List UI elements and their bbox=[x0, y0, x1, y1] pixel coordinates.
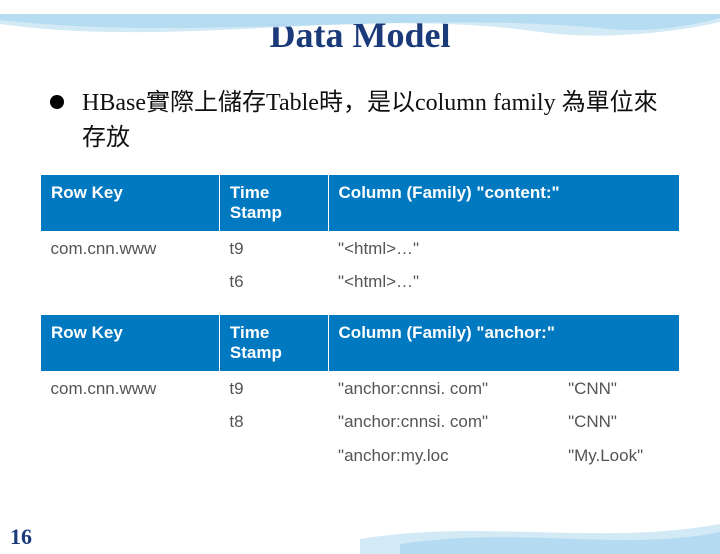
cell bbox=[219, 439, 328, 472]
cell: "CNN" bbox=[558, 372, 679, 406]
header-cell: Row Key bbox=[41, 174, 220, 231]
cell: t8 bbox=[219, 405, 328, 438]
header-cell: Column (Family) "content:" bbox=[328, 174, 679, 231]
table-row: t8 "anchor:cnnsi. com" "CNN" bbox=[41, 405, 680, 438]
cell: "<html>…" bbox=[328, 231, 679, 265]
cell: "anchor:cnnsi. com" bbox=[328, 372, 558, 406]
cell bbox=[41, 265, 220, 298]
cell bbox=[41, 405, 220, 438]
cell: "anchor:my.loc bbox=[328, 439, 558, 472]
header-cell: Time Stamp bbox=[219, 315, 328, 372]
header-cell: Time Stamp bbox=[219, 174, 328, 231]
cell bbox=[41, 439, 220, 472]
decorative-wave-bottom bbox=[0, 504, 720, 554]
table-header-row: Row Key Time Stamp Column (Family) "cont… bbox=[41, 174, 680, 231]
cell: t9 bbox=[219, 231, 328, 265]
cell: t6 bbox=[219, 265, 328, 298]
cell: com.cnn.www bbox=[41, 231, 220, 265]
cell: com.cnn.www bbox=[41, 372, 220, 406]
bullet-text: HBase實際上儲存Table時，是以column family 為單位來存放 bbox=[82, 86, 670, 156]
cell: "anchor:cnnsi. com" bbox=[328, 405, 558, 438]
table-row: com.cnn.www t9 "anchor:cnnsi. com" "CNN" bbox=[41, 372, 680, 406]
header-cell: Column (Family) "anchor:" bbox=[328, 315, 679, 372]
cell: "<html>…" bbox=[328, 265, 679, 298]
bullet-row: HBase實際上儲存Table時，是以column family 為單位來存放 bbox=[50, 86, 670, 156]
content-family-table: Row Key Time Stamp Column (Family) "cont… bbox=[40, 174, 680, 299]
bullet-icon bbox=[50, 95, 64, 109]
header-cell: Row Key bbox=[41, 315, 220, 372]
cell: "CNN" bbox=[558, 405, 679, 438]
slide-title: Data Model bbox=[0, 14, 720, 56]
cell: "My.Look" bbox=[558, 439, 679, 472]
slide-number: 16 bbox=[10, 524, 32, 550]
anchor-family-table: Row Key Time Stamp Column (Family) "anch… bbox=[40, 314, 680, 472]
table-header-row: Row Key Time Stamp Column (Family) "anch… bbox=[41, 315, 680, 372]
table-row: t6 "<html>…" bbox=[41, 265, 680, 298]
cell: t9 bbox=[219, 372, 328, 406]
table-row: "anchor:my.loc "My.Look" bbox=[41, 439, 680, 472]
table-row: com.cnn.www t9 "<html>…" bbox=[41, 231, 680, 265]
